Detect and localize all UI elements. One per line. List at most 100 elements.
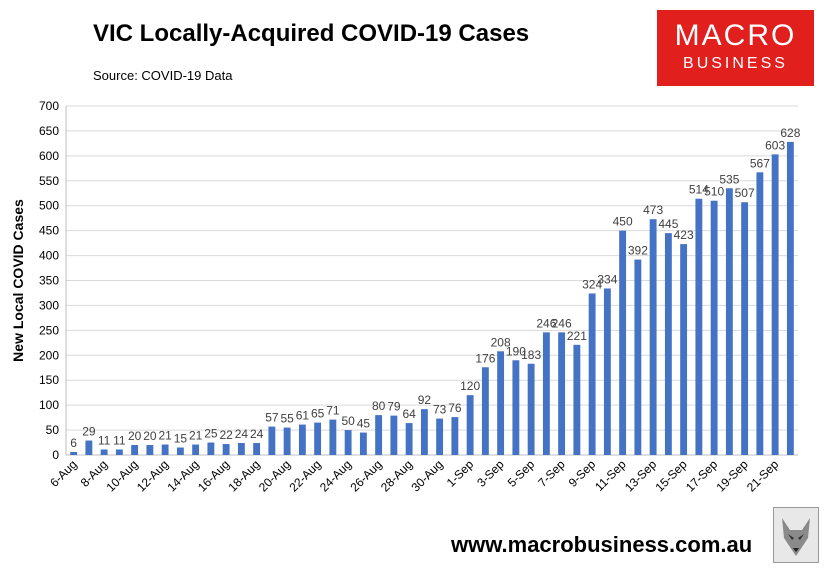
data-label: 603 <box>765 138 785 152</box>
data-label: 183 <box>521 348 541 362</box>
bar <box>115 449 123 455</box>
logo-line-1: MACRO <box>674 19 797 52</box>
bar <box>405 423 413 455</box>
y-tick-label: 300 <box>39 298 59 312</box>
x-tick-label: 20-Aug <box>256 457 293 494</box>
x-tick-label: 3-Sep <box>474 457 507 490</box>
x-tick-label: 21-Sep <box>744 457 781 494</box>
chart-source: Source: COVID-19 Data <box>93 68 233 83</box>
data-label: 15 <box>174 432 188 446</box>
x-tick-label: 11-Sep <box>592 457 629 494</box>
x-tick-label: 22-Aug <box>286 457 323 494</box>
bar <box>176 447 184 455</box>
data-label: 20 <box>128 429 142 443</box>
bar <box>771 154 779 455</box>
bar <box>466 395 474 455</box>
bar <box>725 188 733 455</box>
data-label: 76 <box>448 401 462 415</box>
data-label: 246 <box>536 316 556 330</box>
bar <box>786 141 794 455</box>
x-tick-label: 18-Aug <box>225 457 262 494</box>
bar <box>527 363 535 455</box>
bar <box>146 445 154 455</box>
y-tick-label: 200 <box>39 348 59 362</box>
data-label: 450 <box>613 215 633 229</box>
data-label: 246 <box>552 316 572 330</box>
bar <box>222 444 230 455</box>
data-label: 21 <box>158 429 172 443</box>
bar <box>481 367 489 455</box>
chart-title: VIC Locally-Acquired COVID-19 Cases <box>93 20 530 47</box>
x-tick-label: 14-Aug <box>164 457 201 494</box>
x-tick-label: 10-Aug <box>103 457 140 494</box>
data-label: 21 <box>189 429 203 443</box>
y-tick-label: 100 <box>39 398 59 412</box>
x-tick-label: 19-Sep <box>713 457 750 494</box>
y-tick-label: 500 <box>39 199 59 213</box>
bar <box>85 440 93 455</box>
x-tick-label: 15-Sep <box>652 457 689 494</box>
logo-line-2: BUSINESS <box>683 55 788 72</box>
data-label: 24 <box>235 427 249 441</box>
bar-chart: 0501001502002503003504004505005506006507… <box>10 99 801 494</box>
y-tick-label: 250 <box>39 323 59 337</box>
bar <box>695 198 703 455</box>
data-label: 24 <box>250 427 264 441</box>
bar <box>588 293 596 455</box>
data-label: 73 <box>433 403 447 417</box>
bar <box>237 443 245 455</box>
data-label: 473 <box>643 203 663 217</box>
x-tick-label: 6-Aug <box>47 457 80 490</box>
bar <box>603 288 611 455</box>
data-label: 392 <box>628 244 648 258</box>
data-label: 11 <box>113 434 126 448</box>
data-label: 628 <box>780 126 800 140</box>
website-url[interactable]: www.macrobusiness.com.au <box>451 532 753 557</box>
x-tick-label: 30-Aug <box>408 457 445 494</box>
x-tick-label: 7-Sep <box>535 457 568 490</box>
bar <box>329 419 337 455</box>
data-label: 29 <box>82 425 96 439</box>
bar <box>207 442 215 455</box>
data-label: 120 <box>460 379 480 393</box>
bar <box>100 449 108 455</box>
x-tick-label: 17-Sep <box>683 457 720 494</box>
data-label: 507 <box>735 186 755 200</box>
bar <box>680 244 688 455</box>
bar <box>710 200 718 455</box>
x-tick-label: 24-Aug <box>317 457 354 494</box>
y-tick-label: 400 <box>39 249 59 263</box>
y-tick-label: 50 <box>46 423 60 437</box>
bar <box>558 332 566 455</box>
bar <box>283 427 291 455</box>
y-tick-label: 450 <box>39 224 59 238</box>
data-label: 71 <box>326 404 340 418</box>
bar <box>131 445 139 455</box>
data-label: 61 <box>296 409 310 423</box>
data-label: 20 <box>143 429 157 443</box>
data-label: 190 <box>506 344 526 358</box>
bar <box>664 233 672 455</box>
data-label: 514 <box>689 183 709 197</box>
data-label: 65 <box>311 407 325 421</box>
data-label: 64 <box>402 407 416 421</box>
y-tick-label: 650 <box>39 124 59 138</box>
x-tick-label: 16-Aug <box>195 457 232 494</box>
y-tick-label: 150 <box>39 373 59 387</box>
bar <box>634 259 642 455</box>
data-label: 55 <box>280 412 294 426</box>
bar <box>741 202 749 455</box>
bar <box>359 432 367 455</box>
bar <box>192 444 200 455</box>
bar <box>161 444 169 455</box>
y-tick-label: 350 <box>39 274 59 288</box>
y-tick-label: 0 <box>52 448 59 462</box>
y-tick-label: 600 <box>39 149 59 163</box>
bar <box>390 415 398 455</box>
bar <box>253 443 261 455</box>
data-label: 567 <box>750 156 770 170</box>
bar <box>512 360 520 455</box>
data-label: 79 <box>387 400 401 414</box>
bar <box>573 344 581 455</box>
bar <box>314 422 322 455</box>
